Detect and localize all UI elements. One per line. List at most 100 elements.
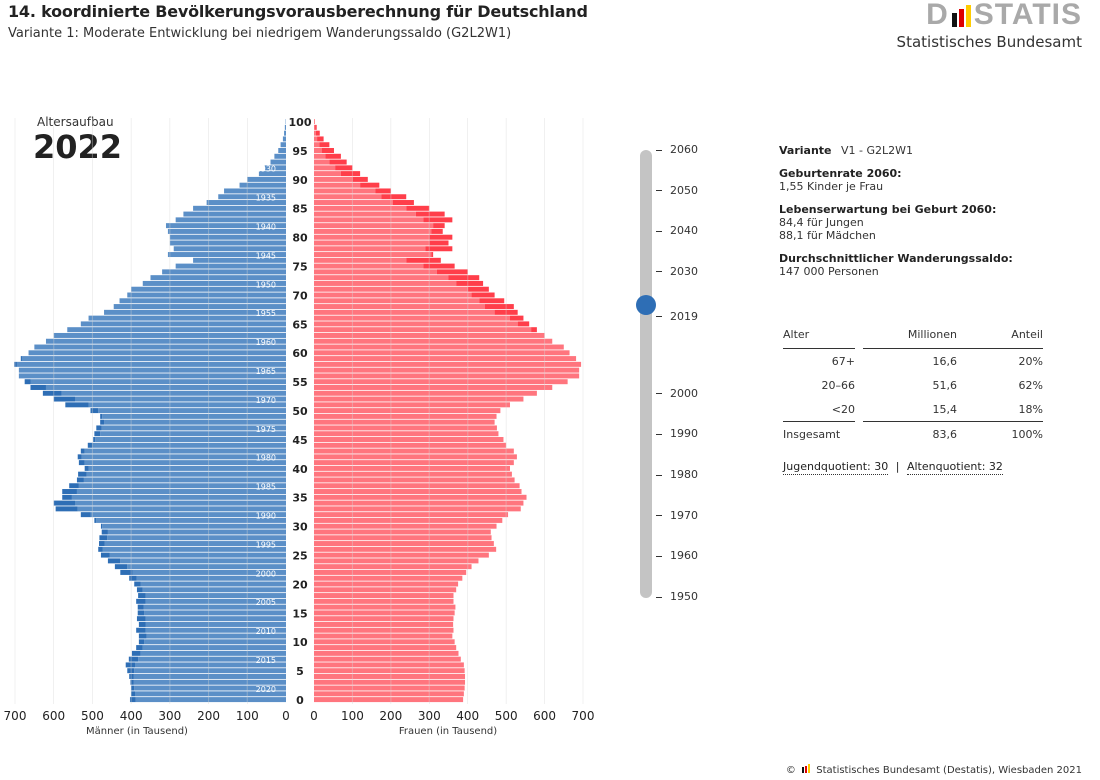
male-surplus-bar-age-5 [127, 668, 135, 674]
female-bar-age-66 [314, 315, 510, 321]
age-tick-label-70: 70 [292, 289, 308, 302]
table-cell-millions: 51,6 [932, 378, 958, 392]
slider-tick-2060[interactable]: 2060 [656, 143, 698, 156]
slider-tick-2040[interactable]: 2040 [656, 224, 698, 237]
female-bar-age-92 [314, 165, 336, 171]
male-bar-age-34 [75, 500, 286, 506]
destatis-logo[interactable]: D STATIS Statistisches Bundesamt [897, 0, 1082, 51]
tick-label: 2030 [670, 264, 698, 278]
age-tick-label-55: 55 [292, 376, 307, 389]
slider-tick-1950[interactable]: 1950 [656, 590, 698, 603]
male-bar-age-78 [173, 246, 286, 252]
year-slider-track[interactable] [640, 150, 652, 598]
slider-tick-2000[interactable]: 2000 [656, 387, 698, 400]
female-surplus-bar-age-73 [448, 275, 480, 281]
male-bar-age-20 [140, 581, 286, 587]
male-surplus-bar-age-37 [69, 483, 79, 489]
male-surplus-bar-age-28 [99, 535, 108, 541]
female-bar-age-10 [314, 639, 455, 645]
male-surplus-bar-age-8 [131, 650, 141, 656]
youth-quotient-link[interactable]: Jugendquotient: 30 [783, 460, 889, 475]
male-surplus-bar-age-13 [138, 621, 146, 627]
male-bar-age-48 [104, 419, 287, 425]
tick-dash [656, 433, 662, 435]
birth-rate-label: Geburtenrate 2060: [779, 167, 902, 180]
tick-label: 2019 [670, 309, 698, 323]
year-slider-handle[interactable] [636, 295, 656, 315]
table-row: <20 15,4 18% [783, 397, 1043, 421]
age-group-table: Alter Millionen Anteil 67+ 16,6 20% 20–6… [783, 328, 1043, 446]
female-surplus-bar-age-83 [423, 217, 453, 223]
female-bar-age-24 [314, 558, 479, 564]
female-bar-age-34 [314, 500, 524, 506]
male-bar-age-12 [145, 627, 286, 633]
female-surplus-bar-age-94 [325, 153, 341, 159]
slider-tick-1970[interactable]: 1970 [656, 509, 698, 522]
table-total-row: Insgesamt 83,6 100% [783, 422, 1043, 446]
female-surplus-bar-age-86 [392, 200, 414, 206]
female-bar-age-19 [314, 587, 457, 593]
age-tick-label-90: 90 [292, 174, 308, 187]
table-row: 20–66 51,6 62% [783, 373, 1044, 397]
male-bar-age-80 [169, 234, 286, 240]
quotient-separator: | [895, 460, 900, 473]
male-bar-age-11 [146, 633, 286, 639]
male-surplus-bar-age-40 [84, 465, 89, 471]
female-surplus-bar-age-88 [375, 188, 391, 194]
female-bar-age-84 [314, 211, 416, 217]
footer-text: Statistisches Bundesamt (Destatis), Wies… [816, 765, 1082, 776]
female-bar-age-42 [314, 454, 517, 460]
slider-tick-1980[interactable]: 1980 [656, 468, 698, 481]
female-bar-age-96 [314, 142, 320, 148]
male-surplus-bar-age-50 [90, 408, 99, 414]
male-bar-age-94 [274, 153, 286, 159]
male-surplus-bar-age-42 [77, 454, 82, 460]
birth-year-label-1995: 1995 [256, 540, 276, 549]
female-bar-age-50 [314, 408, 501, 414]
female-bar-age-83 [314, 217, 424, 223]
male-bar-age-96 [280, 142, 286, 148]
destatis-mini-icon [802, 764, 811, 773]
slider-tick-1960[interactable]: 1960 [656, 549, 698, 562]
x-tick-female-600: 600 [533, 709, 556, 723]
male-bar-age-33 [77, 506, 287, 512]
female-bar-age-67 [314, 309, 495, 315]
male-surplus-bar-age-16 [137, 604, 144, 610]
migration-value: 147 000 Personen [779, 265, 879, 278]
male-bar-age-39 [86, 471, 286, 477]
old-age-quotient-link[interactable]: Altenquotient: 32 [906, 460, 1003, 475]
female-surplus-bar-age-70 [471, 292, 495, 298]
female-bar-age-30 [314, 523, 497, 529]
x-tick-male-500: 500 [81, 709, 104, 723]
female-bar-age-8 [314, 650, 459, 656]
female-bar-age-7 [314, 656, 461, 662]
female-bar-age-18 [314, 593, 454, 599]
slider-tick-2019[interactable]: 2019 [656, 310, 698, 323]
female-bar-age-47 [314, 425, 497, 431]
male-surplus-bar-age-11 [138, 633, 147, 639]
tick-dash [656, 190, 662, 192]
female-bar-age-88 [314, 188, 376, 194]
slider-tick-1990[interactable]: 1990 [656, 427, 698, 440]
birth-year-label-1960: 1960 [256, 338, 276, 347]
female-bar-age-97 [314, 136, 318, 142]
female-bar-age-85 [314, 205, 407, 211]
variant-label: Variante [779, 144, 832, 157]
female-surplus-bar-age-97 [317, 136, 324, 142]
birth-year-label-1975: 1975 [256, 425, 276, 434]
female-surplus-bar-age-69 [479, 298, 505, 304]
birth-rate: Geburtenrate 2060: 1,55 Kinder je Frau [779, 167, 1079, 193]
female-surplus-bar-age-96 [319, 142, 330, 148]
x-tick-male-0: 0 [282, 709, 290, 723]
female-surplus-bar-age-65 [517, 321, 530, 327]
male-bar-age-82 [165, 223, 286, 229]
male-surplus-bar-age-0 [129, 697, 136, 703]
male-bar-age-85 [193, 205, 286, 211]
slider-tick-2030[interactable]: 2030 [656, 265, 698, 278]
female-bar-age-87 [314, 194, 382, 200]
male-bar-age-23 [127, 564, 287, 570]
female-bar-age-93 [314, 159, 330, 165]
female-surplus-bar-age-79 [429, 240, 449, 246]
slider-tick-2050[interactable]: 2050 [656, 184, 698, 197]
male-bar-age-87 [218, 194, 286, 200]
